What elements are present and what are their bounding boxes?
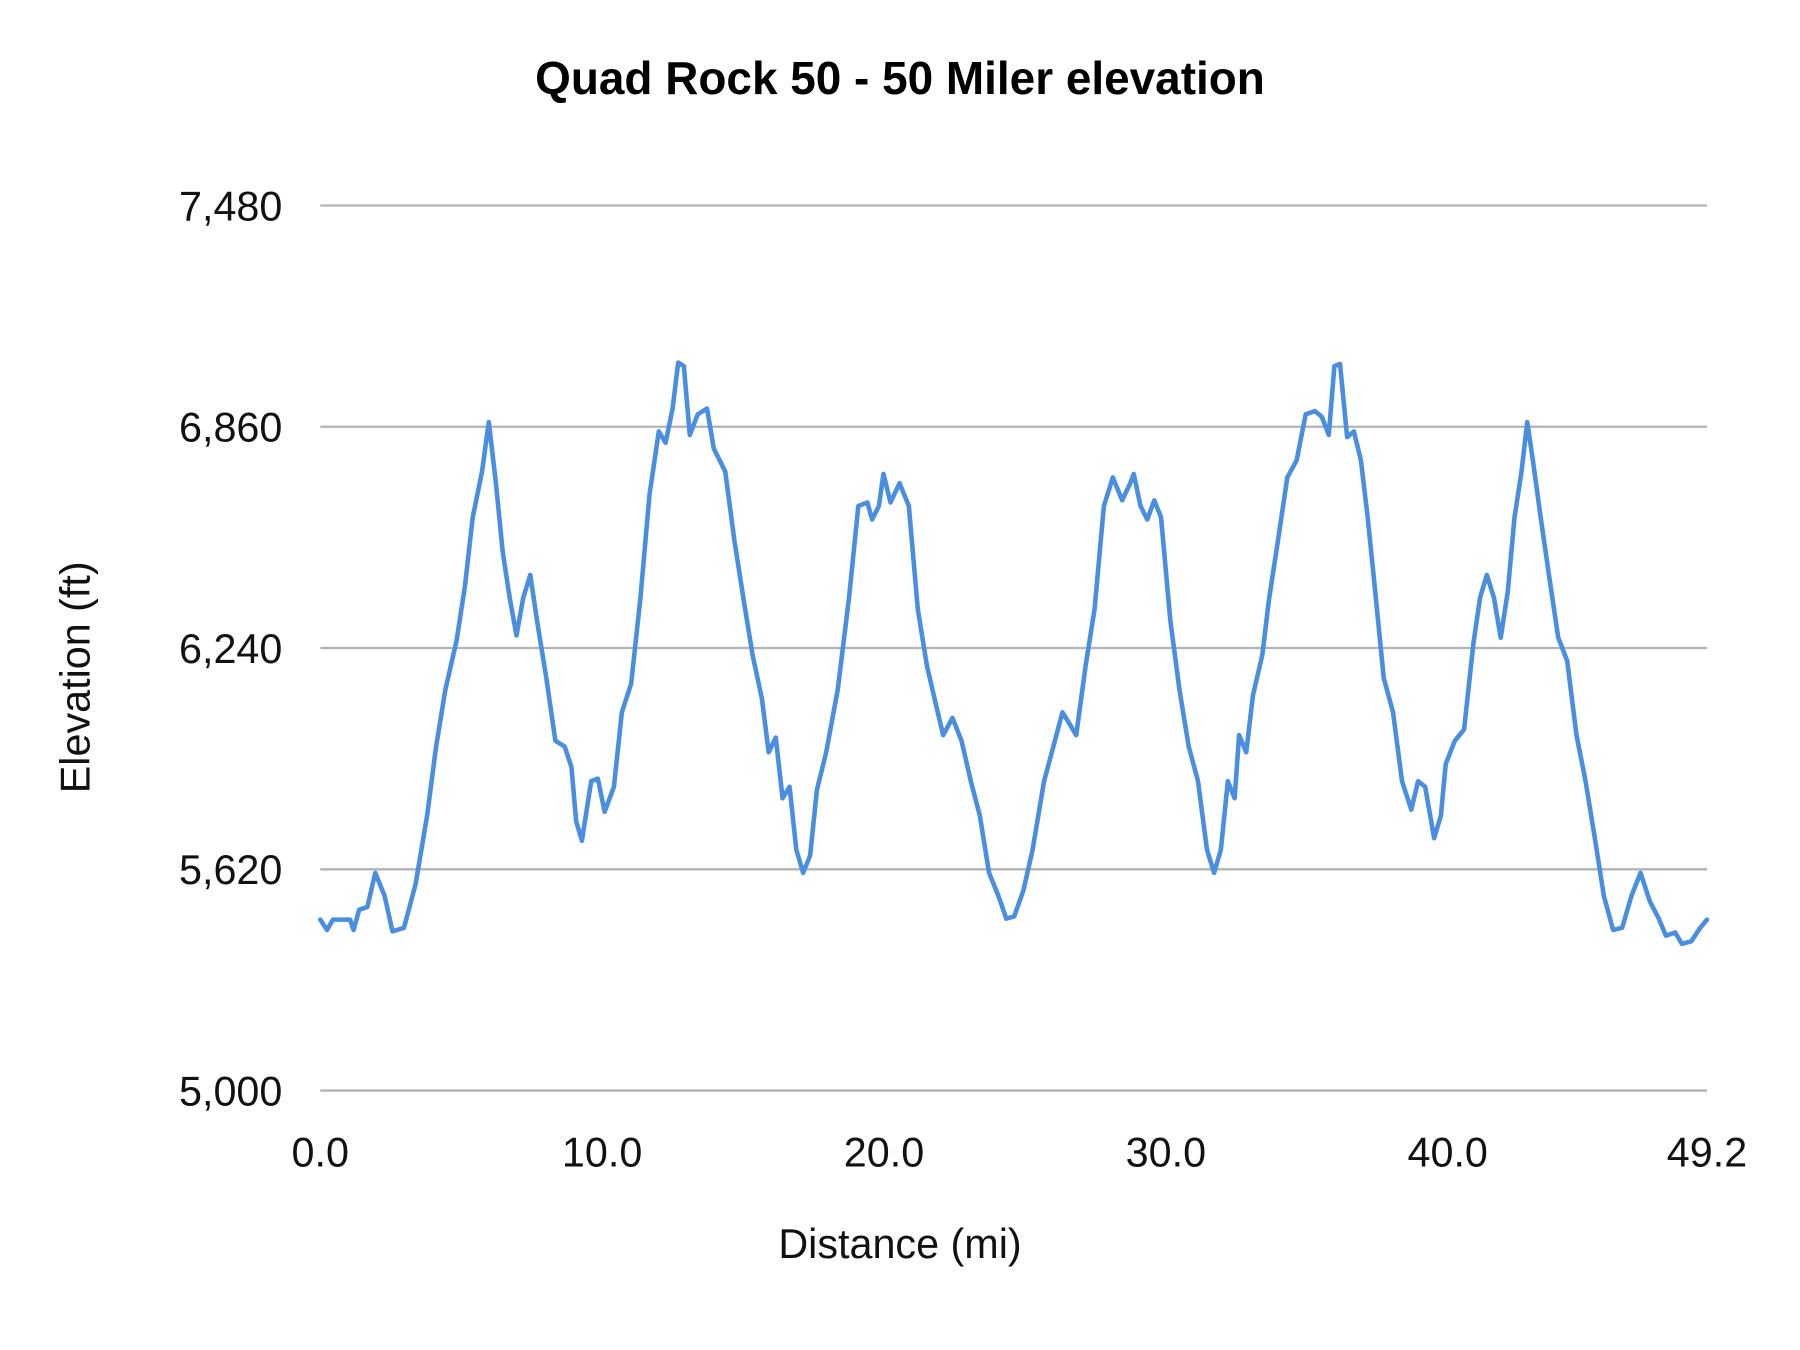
- x-tick-label: 20.0: [844, 1129, 924, 1175]
- y-tick-label: 6,860: [179, 405, 282, 451]
- y-tick-label: 6,240: [179, 626, 282, 672]
- y-tick-label: 7,480: [179, 183, 282, 229]
- y-axis-ticks: 5,000 5,620 6,240 6,860 7,480: [179, 183, 282, 1114]
- x-tick-label: 30.0: [1126, 1129, 1206, 1175]
- elevation-line: [317, 360, 1710, 947]
- x-axis-ticks: 0.0 10.0 20.0 30.0 40.0 49.2: [292, 1129, 1748, 1175]
- y-tick-label: 5,620: [179, 847, 282, 893]
- x-tick-label: 40.0: [1408, 1129, 1488, 1175]
- chart-title: Quad Rock 50 - 50 Miler elevation: [535, 52, 1265, 104]
- y-tick-label: 5,000: [179, 1068, 282, 1114]
- x-tick-label: 49.2: [1667, 1129, 1747, 1175]
- x-tick-label: 0.0: [292, 1129, 349, 1175]
- y-axis-label: Elevation (ft): [53, 561, 99, 793]
- x-axis-label: Distance (mi): [778, 1221, 1021, 1267]
- gridlines: [320, 204, 1708, 1092]
- x-tick-label: 10.0: [562, 1129, 642, 1175]
